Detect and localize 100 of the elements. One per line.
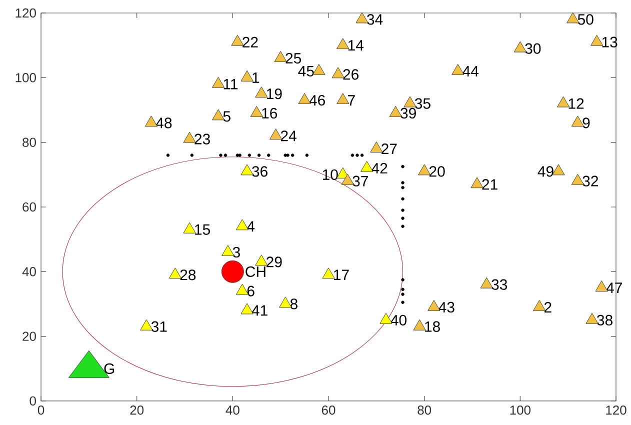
annotation: 34: [367, 14, 383, 25]
annotation: 21: [482, 179, 498, 190]
point: [250, 106, 263, 117]
annotation: CH: [246, 266, 266, 277]
point: [404, 96, 416, 108]
annotation: 39: [400, 108, 416, 119]
point: [336, 38, 350, 50]
annotation: 50: [578, 14, 594, 25]
annotation: 11: [224, 78, 238, 90]
point: [571, 116, 584, 127]
point: [231, 34, 244, 46]
point: [236, 284, 249, 295]
point: [566, 12, 580, 24]
point: [298, 93, 311, 104]
y-tick-label: 100: [16, 73, 36, 82]
annotation: G: [104, 363, 114, 374]
point: [212, 109, 225, 120]
annotation: 32: [582, 176, 598, 186]
point: [370, 142, 383, 153]
x-tick-label: 20: [130, 406, 144, 415]
annotation: 30: [525, 43, 541, 54]
point: [470, 177, 484, 188]
annotation: 40: [390, 314, 406, 326]
x-tick-label: 100: [510, 406, 531, 415]
point: [389, 106, 402, 117]
point: [586, 312, 598, 324]
point: [269, 128, 282, 140]
annotation: 48: [156, 118, 172, 128]
annotation: 33: [492, 279, 508, 290]
annotation: 12: [568, 98, 584, 109]
annotation: 20: [429, 166, 445, 177]
y-tick-label: 0: [30, 396, 36, 406]
point: [240, 164, 254, 176]
annotation: 24: [280, 130, 296, 142]
x-tick-label: 80: [418, 406, 432, 415]
point: [556, 96, 570, 108]
point: [341, 174, 354, 185]
point: [322, 268, 335, 279]
point: [212, 76, 225, 88]
annotation: 5: [223, 111, 230, 122]
annotation: 27: [382, 144, 397, 154]
annotation: 23: [194, 134, 210, 144]
point: [514, 41, 526, 52]
y-tick-label: 60: [22, 202, 36, 212]
annotation: 45: [298, 66, 314, 76]
point: [595, 280, 608, 292]
annotation: 16: [262, 108, 278, 119]
y-tick-label: 80: [22, 138, 36, 147]
point: [255, 86, 268, 98]
point: [255, 254, 268, 266]
point: [413, 319, 426, 330]
annotation: 19: [266, 88, 282, 100]
y-tick-label: 20: [22, 332, 36, 341]
annotation: 31: [151, 321, 167, 332]
point: [240, 70, 254, 82]
y-tick-label: 120: [16, 8, 36, 18]
annotation: 35: [414, 98, 430, 109]
annotation: 22: [242, 36, 258, 48]
annotation: 38: [597, 314, 612, 326]
annotation: 44: [462, 66, 479, 76]
annotation: 10: [322, 169, 338, 180]
point: [168, 268, 182, 279]
annotation: 14: [348, 40, 364, 50]
annotation: 37: [352, 176, 368, 186]
x-tick-label: 0: [38, 406, 44, 415]
point: [533, 300, 546, 311]
annotation: 17: [334, 270, 349, 280]
annotation: 15: [195, 224, 210, 235]
annotation: 36: [252, 166, 268, 177]
annotation: 6: [247, 286, 254, 296]
annotation: 9: [582, 118, 590, 128]
point: [140, 319, 153, 330]
annotation: 1: [252, 72, 260, 83]
annotation: 18: [425, 321, 440, 332]
annotation: 13: [602, 36, 618, 48]
point: [312, 64, 326, 75]
point: [240, 303, 254, 314]
point: [590, 34, 604, 46]
annotation: 7: [348, 95, 355, 106]
point: [183, 222, 196, 234]
point: [418, 164, 431, 176]
point: [552, 164, 565, 176]
y-tick-label: 40: [22, 267, 36, 276]
annotation: 28: [180, 270, 196, 280]
annotation: 43: [438, 302, 454, 313]
point: [356, 12, 368, 24]
annotation: 4: [247, 221, 255, 232]
point: [571, 174, 584, 185]
annotation: 49: [538, 166, 554, 177]
annotation: 41: [252, 305, 268, 316]
annotation: 42: [372, 162, 388, 174]
point: [336, 93, 350, 104]
point: [279, 296, 292, 308]
point: [332, 67, 344, 78]
point: [183, 132, 196, 143]
annotation: 46: [309, 94, 325, 106]
annotation: 29: [266, 256, 282, 268]
x-tick-label: 60: [322, 406, 336, 415]
point: [274, 51, 287, 62]
annotation: 26: [343, 69, 359, 80]
